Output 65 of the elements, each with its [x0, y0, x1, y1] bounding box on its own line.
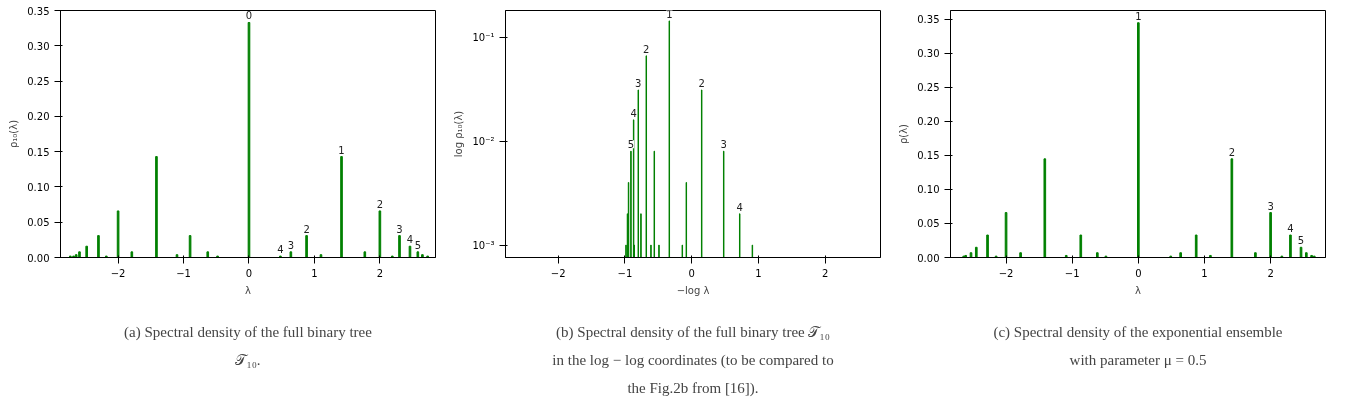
- annotation: 5: [1297, 235, 1305, 247]
- x-tick-label: 1: [1201, 267, 1208, 279]
- annotation: 1: [666, 8, 673, 20]
- y-tick-label: 0.10: [27, 181, 50, 193]
- x-tick-label: −2: [550, 267, 566, 279]
- annotation: 5: [627, 139, 635, 151]
- x-tick-label: 2: [376, 267, 384, 279]
- annotation: 4: [1287, 223, 1294, 235]
- text: (b) Spectral density of the full binary tree 𝒯₁₀ in the log − log coordinates (to be compared to the Fig.2b from [16]).: [552, 323, 834, 397]
- y-tick-label: 0.20: [917, 116, 940, 128]
- y-tick-label: 0.20: [27, 111, 50, 123]
- x-axis-title: λ: [1135, 284, 1142, 296]
- y-tick-label: 10⁻²: [472, 135, 495, 147]
- annotation: 3: [720, 139, 727, 151]
- annotation: 4: [630, 107, 637, 119]
- x-tick-label: 0: [1135, 267, 1142, 279]
- x-tick-label: 1: [755, 267, 762, 279]
- annotation: 2: [698, 77, 705, 89]
- annotation: 1: [338, 144, 345, 156]
- y-tick-label: 10⁻³: [472, 239, 495, 251]
- x-tick-label: −1: [617, 267, 633, 279]
- annotation: 3: [635, 77, 642, 89]
- annotation: 0: [245, 10, 253, 22]
- annotation: 2: [376, 198, 384, 210]
- x-tick-label: −2: [998, 267, 1014, 279]
- y-tick-label: 0.25: [917, 82, 940, 94]
- annotation: 3: [396, 223, 403, 235]
- x-tick-label: −1: [176, 267, 191, 279]
- y-axis-title: ρ(λ): [898, 123, 910, 145]
- annotation: 4: [736, 201, 743, 213]
- y-tick-label: 0.05: [27, 217, 50, 229]
- annotation: 2: [643, 43, 650, 55]
- annotation: 2: [303, 223, 310, 235]
- annotation: 3: [1267, 200, 1274, 212]
- y-tick-label: 0.25: [27, 76, 50, 88]
- x-tick-label: −2: [110, 267, 126, 279]
- annotation: 5: [414, 239, 422, 251]
- y-tick-label: 0.10: [917, 184, 940, 196]
- annotation: 3: [287, 239, 295, 251]
- y-tick-label: 0.35: [27, 5, 50, 17]
- y-tick-label: 0.15: [917, 150, 940, 162]
- y-axis-title: log ρ₁₀(λ): [453, 110, 465, 158]
- x-tick-label: 0: [245, 267, 253, 279]
- annotation: 4: [406, 234, 414, 246]
- y-tick-label: 0.05: [917, 218, 940, 230]
- y-tick-label: 0.30: [27, 40, 50, 52]
- annotation: 2: [1228, 146, 1236, 158]
- y-axis-title: ρ₁₀(λ): [8, 119, 20, 149]
- x-axis-title: −log λ: [676, 284, 710, 296]
- text: (c) Spectral density of the exponential ensemble with parameter μ = 0.5: [993, 323, 1283, 368]
- y-tick-label: 0.00: [917, 252, 940, 264]
- x-tick-label: 1: [311, 267, 318, 279]
- y-tick-label: 0.15: [27, 146, 50, 158]
- x-tick-label: 0: [688, 267, 695, 279]
- x-tick-label: 2: [1267, 267, 1274, 279]
- text: (a) Spectral density of the full binary tree 𝒯₁₀.: [124, 323, 373, 368]
- x-tick-label: −1: [1064, 267, 1080, 279]
- y-tick-label: 10⁻¹: [472, 31, 495, 43]
- annotation: 4: [277, 244, 284, 256]
- x-tick-label: 2: [821, 267, 829, 279]
- y-tick-label: 0.35: [917, 14, 940, 26]
- x-axis-title: λ: [245, 284, 252, 296]
- annotation: 1: [1135, 10, 1142, 22]
- y-tick-label: 0.30: [917, 48, 940, 60]
- y-tick-label: 0.00: [27, 252, 50, 264]
